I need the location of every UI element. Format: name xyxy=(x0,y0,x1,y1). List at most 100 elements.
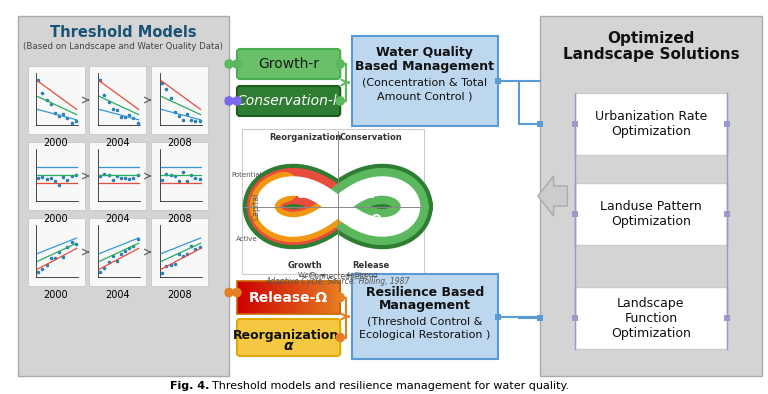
Bar xyxy=(302,281,305,314)
FancyBboxPatch shape xyxy=(237,86,340,116)
Point xyxy=(156,177,168,183)
Point xyxy=(98,265,111,271)
Point xyxy=(57,254,69,260)
Bar xyxy=(247,281,250,314)
Text: Ecological Restoration ): Ecological Restoration ) xyxy=(359,330,491,340)
Bar xyxy=(330,281,333,314)
Text: 2004: 2004 xyxy=(106,214,131,224)
Bar xyxy=(312,281,315,314)
Bar xyxy=(310,281,313,314)
Point xyxy=(161,171,173,177)
Point xyxy=(41,176,53,182)
Bar xyxy=(293,281,296,314)
Text: 2000: 2000 xyxy=(44,290,68,300)
Point xyxy=(156,270,168,276)
Text: Reorganization: Reorganization xyxy=(269,133,341,142)
Point xyxy=(107,177,119,183)
Point xyxy=(53,113,65,119)
Point xyxy=(177,253,189,259)
Bar xyxy=(333,281,336,314)
Bar xyxy=(304,281,307,314)
Text: Active: Active xyxy=(236,236,257,242)
Text: ► Strong: ► Strong xyxy=(347,272,378,278)
Point xyxy=(70,118,82,124)
Circle shape xyxy=(336,294,344,301)
Circle shape xyxy=(225,60,233,68)
Bar xyxy=(242,281,245,314)
Point xyxy=(49,255,61,261)
Bar xyxy=(245,281,248,314)
Text: Threshold models and resilience management for water quality.: Threshold models and resilience manageme… xyxy=(204,381,568,391)
Bar xyxy=(151,218,208,286)
Text: Reorganization-: Reorganization- xyxy=(233,329,344,342)
Bar xyxy=(286,281,289,314)
Point xyxy=(53,182,65,189)
Bar xyxy=(151,66,208,134)
Point xyxy=(36,266,48,272)
Bar xyxy=(237,281,240,314)
Point xyxy=(32,76,45,83)
Point xyxy=(168,108,180,115)
Point xyxy=(181,110,194,117)
Text: 2004: 2004 xyxy=(106,138,131,148)
Text: Fig. 4.: Fig. 4. xyxy=(170,381,210,391)
Point xyxy=(189,246,201,253)
Point xyxy=(173,113,185,119)
Point xyxy=(173,251,185,257)
Point xyxy=(123,112,135,118)
Point xyxy=(194,176,206,182)
Point xyxy=(189,175,201,182)
Circle shape xyxy=(233,97,241,105)
Point xyxy=(168,261,180,268)
Text: Optimized: Optimized xyxy=(607,30,695,45)
Bar xyxy=(327,281,330,314)
Bar xyxy=(338,281,341,314)
Point xyxy=(45,175,57,181)
Text: Landuse Pattern
Optimization: Landuse Pattern Optimization xyxy=(600,200,702,228)
Bar xyxy=(574,93,727,155)
Text: Release: Release xyxy=(352,261,389,270)
Point xyxy=(61,244,74,250)
Bar xyxy=(314,281,317,314)
Text: 2000: 2000 xyxy=(44,138,68,148)
Bar xyxy=(283,281,286,314)
Bar xyxy=(325,281,328,314)
Point xyxy=(156,80,168,86)
Text: Urbanization Rate
Optimization: Urbanization Rate Optimization xyxy=(595,110,707,138)
Circle shape xyxy=(336,60,344,68)
FancyBboxPatch shape xyxy=(237,49,340,79)
Point xyxy=(49,178,61,184)
Text: Release-Ω: Release-Ω xyxy=(249,290,328,305)
Point xyxy=(41,97,53,103)
Bar xyxy=(237,281,340,314)
Point xyxy=(177,169,189,175)
Point xyxy=(164,172,177,178)
Bar xyxy=(89,66,147,134)
Text: Growth-r: Growth-r xyxy=(258,57,319,71)
Bar xyxy=(242,129,424,274)
Text: Threshold Models: Threshold Models xyxy=(50,24,197,39)
Bar xyxy=(572,315,578,321)
Text: Amount Control ): Amount Control ) xyxy=(377,91,472,101)
Bar xyxy=(260,281,263,314)
Point xyxy=(119,248,131,254)
Point xyxy=(127,115,140,121)
Text: (Threshold Control &: (Threshold Control & xyxy=(367,316,482,326)
Text: (Based on Landscape and Water Quality Data): (Based on Landscape and Water Quality Da… xyxy=(24,41,223,50)
Point xyxy=(102,99,114,105)
Point xyxy=(115,175,127,181)
Bar xyxy=(240,281,243,314)
Point xyxy=(65,173,78,180)
Bar xyxy=(89,218,147,286)
Point xyxy=(45,255,57,261)
Point xyxy=(127,175,140,181)
Text: (Concentration & Total: (Concentration & Total xyxy=(362,77,488,87)
Point xyxy=(194,243,206,250)
Point xyxy=(189,118,201,125)
Bar xyxy=(306,281,310,314)
Text: Potential: Potential xyxy=(231,171,262,178)
Circle shape xyxy=(336,333,344,342)
Point xyxy=(102,258,114,265)
Text: Management: Management xyxy=(379,299,471,312)
Bar xyxy=(250,281,253,314)
